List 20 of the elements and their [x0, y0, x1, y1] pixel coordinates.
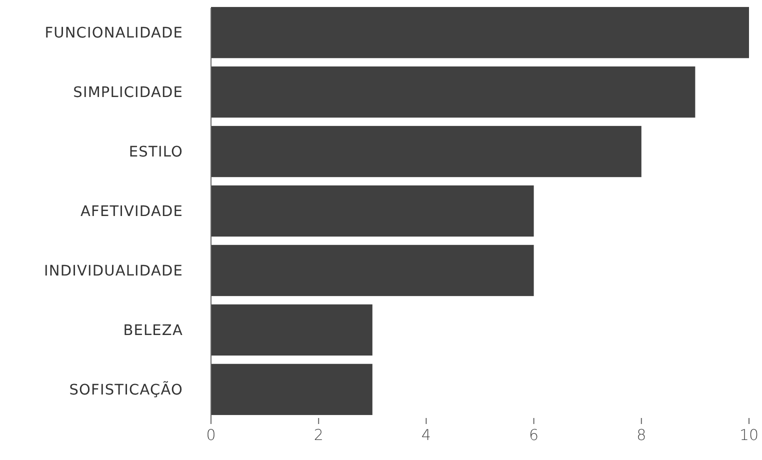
- y-tick-label: SOFISTICAÇÃO: [69, 380, 183, 399]
- y-tick-label: AFETIVIDADE: [80, 204, 183, 220]
- y-tick-label: ESTILO: [128, 144, 183, 161]
- x-tick-label: 6: [529, 426, 539, 444]
- bar: [211, 126, 642, 178]
- x-tick-label: 8: [636, 426, 646, 444]
- bar: [211, 244, 534, 296]
- bar: [211, 364, 372, 416]
- x-tick-label: 4: [421, 426, 431, 444]
- bar: [211, 185, 534, 237]
- x-tick-label: 10: [739, 426, 759, 444]
- y-tick-label: BELEZA: [123, 323, 183, 340]
- bar: [211, 6, 749, 58]
- y-tick-label: FUNCIONALIDADE: [44, 26, 183, 42]
- x-tick-label: 0: [206, 426, 216, 444]
- y-tick-label: SIMPLICIDADE: [73, 85, 183, 102]
- y-tick-label: INDIVIDUALIDADE: [44, 264, 183, 280]
- x-tick-label: 2: [314, 426, 324, 444]
- bar: [211, 304, 372, 356]
- bar: [211, 66, 696, 118]
